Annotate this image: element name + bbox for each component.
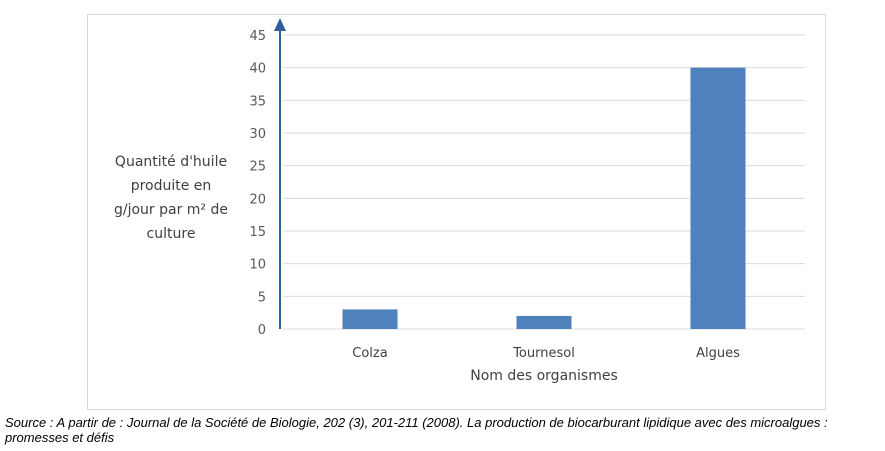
x-tick-label-tournesol: Tournesol [512,346,575,361]
y-tick-label-15: 15 [249,225,266,240]
bar-algues [690,67,746,330]
x-tick-label-algues: Algues [696,346,740,361]
x-axis-label: Nom des organismes [470,368,618,384]
y-tick-label-35: 35 [249,94,266,109]
y-tick-label-0: 0 [258,323,266,338]
y-tick-label-45: 45 [249,29,266,44]
bar-tournesol [516,315,572,329]
y-axis-arrowhead [274,18,286,31]
y-tick-label-30: 30 [249,127,266,142]
y-tick-label-25: 25 [249,160,266,175]
x-tick-label-colza: Colza [352,346,387,361]
y-tick-label-5: 5 [258,290,266,305]
source-caption: Source : A partir de : Journal de la Soc… [5,415,828,445]
y-tick-label-40: 40 [249,62,266,77]
y-axis-label: Quantité d'huile produite en g/jour par … [113,154,228,242]
y-tick-label-10: 10 [249,258,266,273]
bar-colza [342,309,398,329]
y-tick-label-20: 20 [249,192,266,207]
